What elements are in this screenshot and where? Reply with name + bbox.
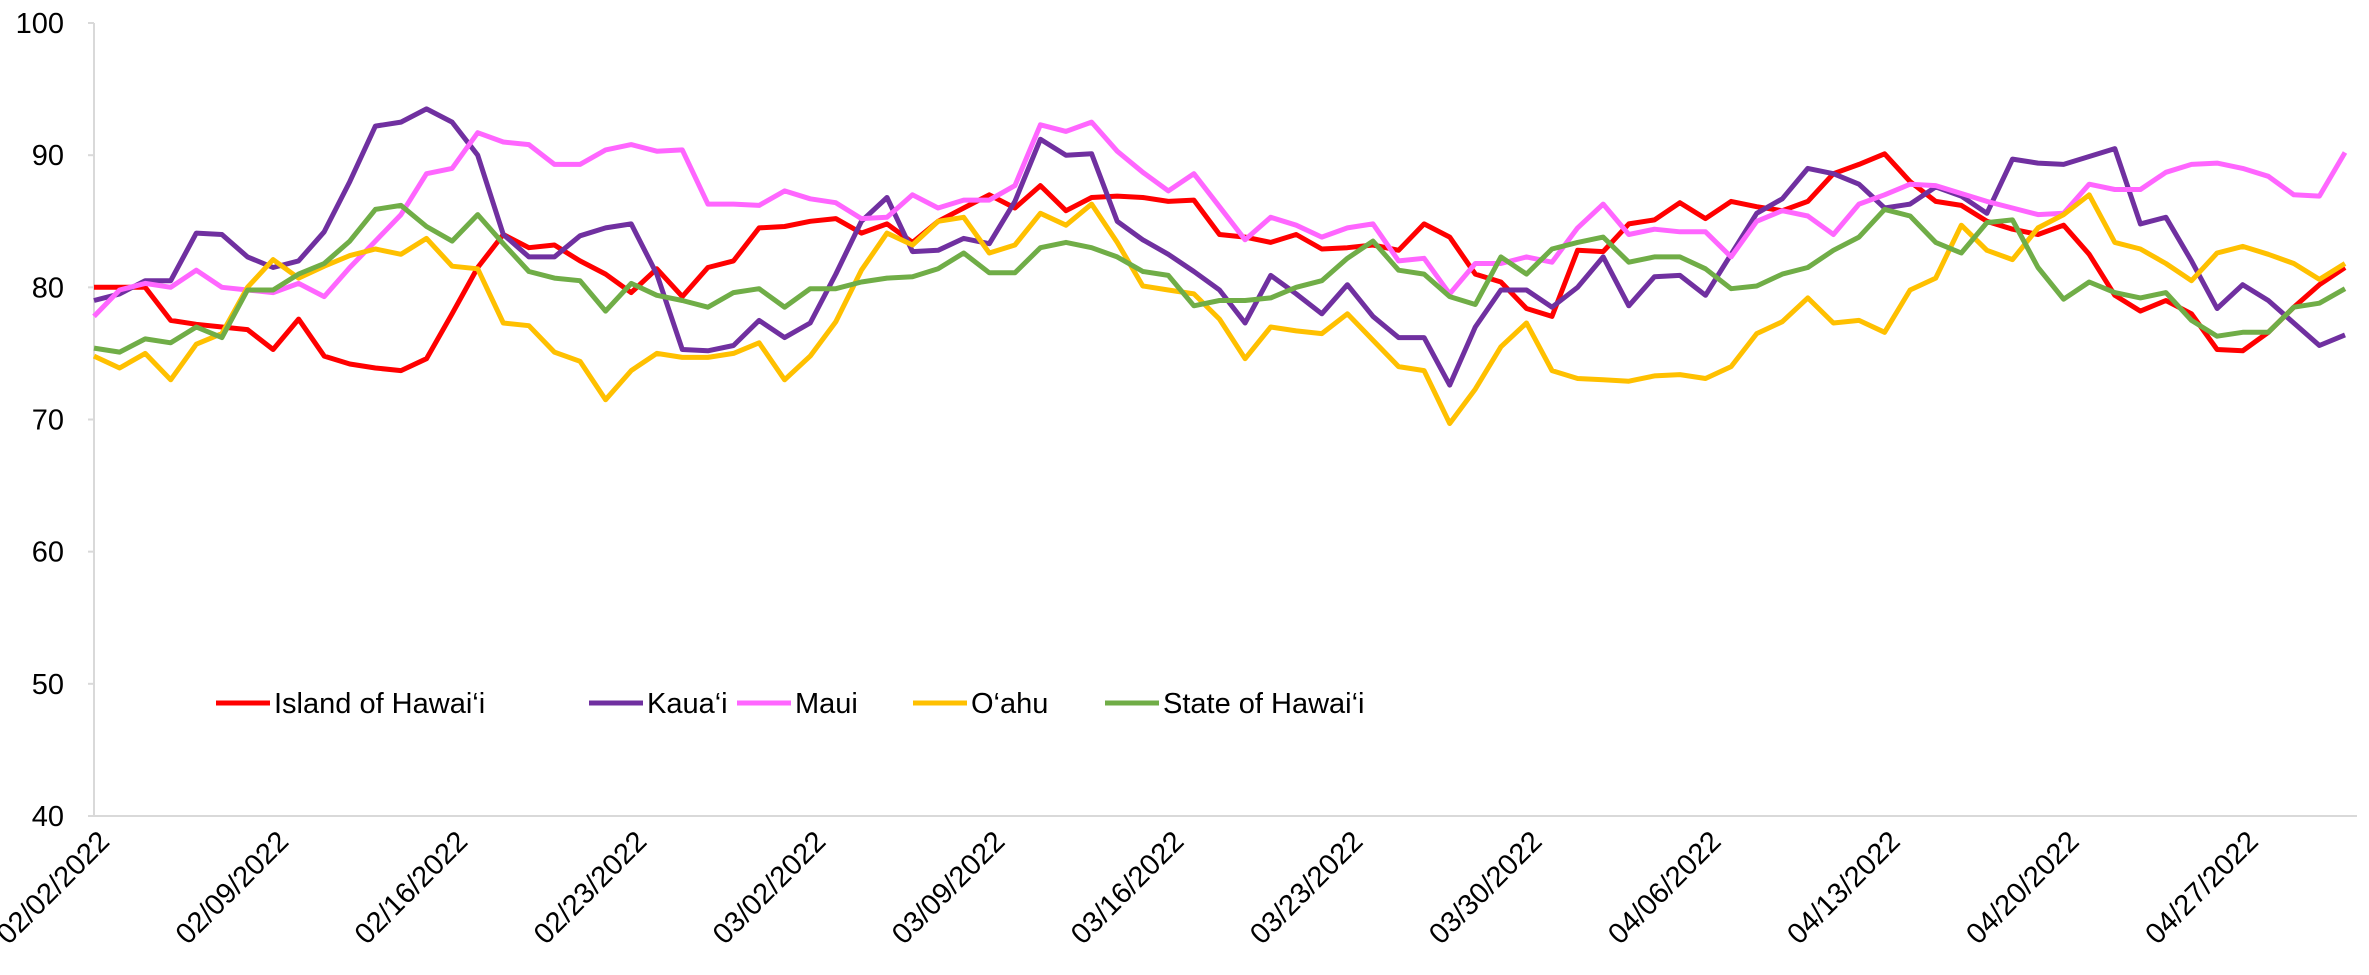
x-tick-label: 03/09/2022 xyxy=(886,825,1011,950)
y-tick-label: 40 xyxy=(32,801,64,833)
legend: Island of Hawai‘i Kaua‘i Maui O‘ahu State of… xyxy=(216,688,1365,720)
y-tick-label: 80 xyxy=(32,272,64,304)
x-tick-label: 03/16/2022 xyxy=(1065,825,1190,950)
x-tick-label: 02/02/2022 xyxy=(0,825,116,950)
legend-label: Kaua‘i xyxy=(647,688,728,720)
y-tick-label: 50 xyxy=(32,669,64,701)
legend-label: Maui xyxy=(795,688,858,720)
x-tick-label: 02/16/2022 xyxy=(349,825,474,950)
series-line xyxy=(94,151,2347,374)
legend-label: Island of Hawai‘i xyxy=(274,688,485,720)
legend-label: State of Hawai‘i xyxy=(1163,688,1365,720)
y-tick-label: 100 xyxy=(16,8,64,40)
x-tick-label: 02/23/2022 xyxy=(528,825,653,950)
x-tick-label: 04/06/2022 xyxy=(1602,825,1727,950)
y-tick-label: 90 xyxy=(32,140,64,172)
x-tick-label: 03/02/2022 xyxy=(707,825,832,950)
x-tick-label: 03/30/2022 xyxy=(1423,825,1548,950)
series-line xyxy=(92,119,2348,319)
y-tick-label: 60 xyxy=(32,537,64,569)
series-line xyxy=(92,192,2347,426)
legend-label: O‘ahu xyxy=(971,688,1048,720)
x-tick-label: 04/27/2022 xyxy=(2139,825,2264,950)
series-line xyxy=(93,202,2347,355)
x-tick-label: 04/20/2022 xyxy=(1960,825,2085,950)
x-tick-label: 02/09/2022 xyxy=(170,825,295,950)
x-tick-label: 03/23/2022 xyxy=(1244,825,1369,950)
y-tick-label: 70 xyxy=(32,405,64,437)
x-tick-label: 04/13/2022 xyxy=(1781,825,1906,950)
